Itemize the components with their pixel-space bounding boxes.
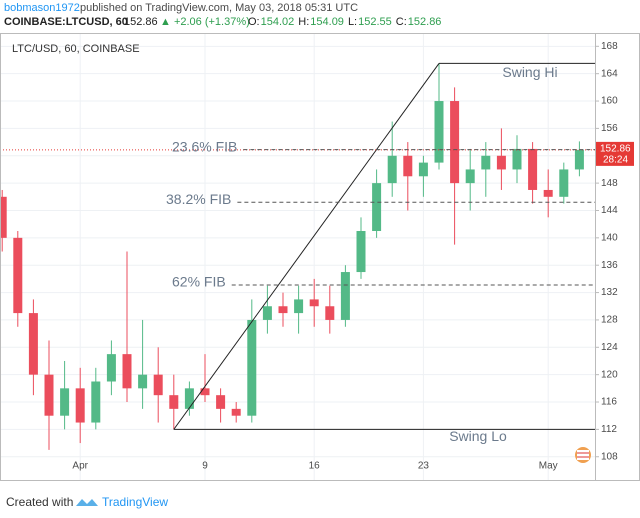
candle-body: [309, 299, 319, 307]
ohlc-key: O:: [248, 16, 260, 28]
candle-body: [325, 306, 335, 320]
candle-body: [574, 149, 584, 170]
y-tick-label: 168: [601, 41, 618, 52]
candle-body: [403, 155, 413, 177]
fib-label: 23.6% FIB: [172, 138, 237, 154]
candle-body: [13, 237, 23, 314]
y-tick-label: 108: [601, 451, 618, 462]
candle-body: [559, 169, 569, 197]
candle-body: [247, 319, 257, 416]
ohlc-value: 154.09: [310, 16, 344, 28]
candle-body: [216, 395, 226, 409]
x-tick-label: 16: [309, 461, 321, 472]
candle-body: [512, 148, 522, 170]
y-tick-label: 160: [601, 96, 618, 107]
y-tick-label: 120: [601, 369, 618, 380]
y-tick-label: 128: [601, 315, 618, 326]
plot: 1081121161201241281321361401441481521561…: [1, 34, 634, 480]
y-tick-label: 148: [601, 178, 618, 189]
x-tick-label: 9: [202, 461, 208, 472]
created-with: Created with: [6, 495, 73, 509]
brand[interactable]: TradingView: [102, 495, 168, 509]
ohlc-value: 152.86: [408, 16, 442, 28]
y-tick-label: 156: [601, 123, 618, 134]
y-tick-label: 116: [601, 397, 617, 408]
candle-body: [60, 388, 70, 416]
candle-body: [465, 169, 475, 184]
candle-body: [231, 408, 241, 416]
candle-body: [294, 299, 304, 314]
candle-body: [122, 354, 132, 389]
ohlc-value: 154.02: [261, 16, 295, 28]
candle-body: [200, 388, 210, 396]
candle-body: [75, 388, 85, 423]
candle-body: [44, 374, 54, 416]
candle-body: [106, 354, 116, 382]
ohlc-key: C:: [396, 16, 407, 28]
published: published on TradingView.com, May 03, 20…: [80, 2, 358, 14]
y-tick-label: 136: [601, 260, 618, 271]
candle-body: [434, 101, 444, 163]
candle-body: [372, 183, 382, 232]
candle-body: [169, 395, 179, 409]
x-tick-label: Apr: [72, 461, 88, 472]
y-tick-label: 124: [601, 342, 618, 353]
candle-body: [138, 374, 148, 389]
fib-label: 62% FIB: [172, 274, 226, 290]
author[interactable]: bobmason1972: [4, 2, 80, 14]
candle-body: [184, 388, 194, 409]
symbol: COINBASE:LTCUSD, 60: [4, 16, 128, 28]
swing-lo-label: Swing Lo: [449, 428, 507, 444]
candle-body: [450, 101, 460, 184]
candle-body: [418, 162, 428, 177]
header-price: 152.86: [124, 16, 158, 28]
ohlc-value: 152.55: [358, 16, 392, 28]
y-tick-label: 144: [601, 205, 618, 216]
candle-body: [528, 148, 538, 190]
tv-logo: [76, 499, 98, 506]
candle-body: [543, 189, 553, 197]
candle-body: [481, 155, 491, 170]
candle-body: [1, 196, 7, 238]
fib-label: 38.2% FIB: [166, 191, 231, 207]
y-tick-label: 112: [601, 424, 617, 435]
candle-body: [496, 155, 506, 170]
plot-area: [1, 34, 595, 480]
trend-line: [173, 63, 440, 430]
swing-hi-label: Swing Hi: [502, 64, 557, 80]
candle-body: [387, 155, 397, 184]
candle-body: [28, 313, 38, 375]
countdown: 28:24: [603, 155, 628, 166]
y-tick-label: 132: [601, 287, 618, 298]
candle-body: [153, 374, 163, 396]
ohlc: O: 154.02 H: 154.09 L: 152.55 C: 152.86: [248, 16, 441, 28]
last-price-badge: [596, 141, 634, 166]
candle-body: [340, 272, 350, 320]
candle-body: [262, 306, 272, 320]
ohlc-key: L:: [348, 16, 357, 28]
ohlc-key: H:: [298, 16, 309, 28]
candle-body: [356, 231, 366, 273]
candle-body: [278, 306, 288, 314]
y-tick-label: 164: [601, 68, 618, 79]
x-tick-label: 23: [418, 461, 430, 472]
last-price-label: 152.86: [600, 144, 631, 155]
candle-body: [91, 381, 101, 423]
watermark-flag: [575, 447, 591, 463]
header-change: ▲ +2.06 (+1.37%): [160, 16, 250, 28]
x-tick-label: May: [539, 461, 558, 472]
chart-title: LTC/USD, 60, COINBASE: [12, 43, 140, 55]
y-tick-label: 140: [601, 232, 618, 243]
